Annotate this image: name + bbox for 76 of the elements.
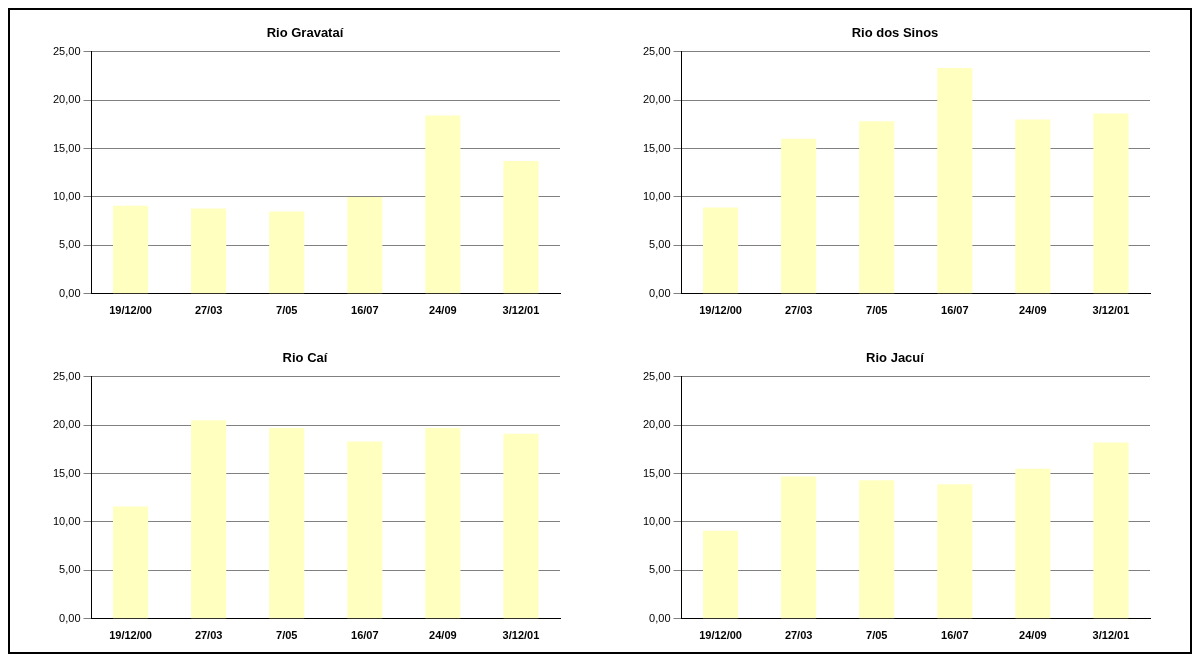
x-tick-label: 7/05 [866,304,888,317]
bar [503,161,539,294]
bar [859,480,895,619]
y-tick-label: 15,00 [643,141,671,154]
y-tick-label: 25,00 [643,369,671,382]
x-tick-label: 19/12/00 [699,304,742,317]
x-tick-label: 19/12/00 [699,629,742,642]
x-tick-label: 27/03 [784,304,813,317]
bar [1015,468,1051,619]
x-tick-label: 3/12/01 [1092,629,1130,642]
y-tick-label: 0,00 [59,611,81,624]
y-tick-label: 5,00 [59,563,81,576]
bar [191,208,227,294]
y-tick-label: 10,00 [53,514,81,527]
x-tick-label: 27/03 [194,629,223,642]
x-tick-label: 3/12/01 [502,304,540,317]
x-tick-label: 7/05 [276,304,298,317]
x-tick-label: 16/07 [941,629,969,642]
bar [703,530,739,619]
y-tick-label: 5,00 [649,563,671,576]
y-tick-label: 0,00 [59,286,81,299]
y-tick-label: 10,00 [643,189,671,202]
bar [347,196,383,294]
x-tick-label: 19/12/00 [109,629,152,642]
bar [937,484,973,619]
bar [113,506,149,619]
x-tick-label: 7/05 [276,629,298,642]
y-tick-label: 0,00 [649,286,671,299]
y-tick-label: 25,00 [643,44,671,57]
bar [937,68,973,294]
y-tick-label: 15,00 [643,466,671,479]
x-tick-label: 16/07 [351,629,379,642]
bar [269,211,305,294]
bar [113,205,149,294]
y-tick-label: 20,00 [643,93,671,106]
bar [503,433,539,619]
y-tick-label: 25,00 [53,44,81,57]
y-tick-label: 20,00 [53,418,81,431]
y-tick-label: 0,00 [649,611,671,624]
bar [1015,119,1051,294]
bar [191,420,227,619]
bar [781,138,817,294]
bar [1093,113,1129,294]
y-tick-label: 20,00 [53,93,81,106]
x-tick-label: 16/07 [351,304,379,317]
bar [269,427,305,619]
x-tick-label: 24/09 [429,304,457,317]
bar [703,207,739,294]
y-tick-label: 10,00 [53,189,81,202]
x-tick-label: 27/03 [194,304,223,317]
y-tick-label: 20,00 [643,418,671,431]
y-tick-label: 5,00 [649,238,671,251]
x-tick-label: 24/09 [429,629,457,642]
y-tick-label: 5,00 [59,238,81,251]
x-tick-label: 24/09 [1019,304,1047,317]
bar [347,441,383,619]
y-tick-label: 25,00 [53,369,81,382]
x-tick-label: 27/03 [784,629,813,642]
bar [859,121,895,294]
bar [425,427,461,619]
x-tick-label: 3/12/01 [1092,304,1130,317]
bar [1093,442,1129,619]
bar [425,115,461,294]
chart-title: Rio Jacuí [866,350,925,366]
x-tick-label: 3/12/01 [502,629,540,642]
y-tick-label: 15,00 [53,141,81,154]
x-tick-label: 19/12/00 [109,304,152,317]
x-tick-label: 24/09 [1019,629,1047,642]
chart-title: Rio Caí [282,350,328,366]
y-tick-label: 15,00 [53,466,81,479]
bar [781,476,817,619]
x-tick-label: 16/07 [941,304,969,317]
chart-title: Rio dos Sinos [851,25,939,41]
x-tick-label: 7/05 [866,629,888,642]
chart-title: Rio Gravataí [266,25,344,41]
y-tick-label: 10,00 [643,514,671,527]
